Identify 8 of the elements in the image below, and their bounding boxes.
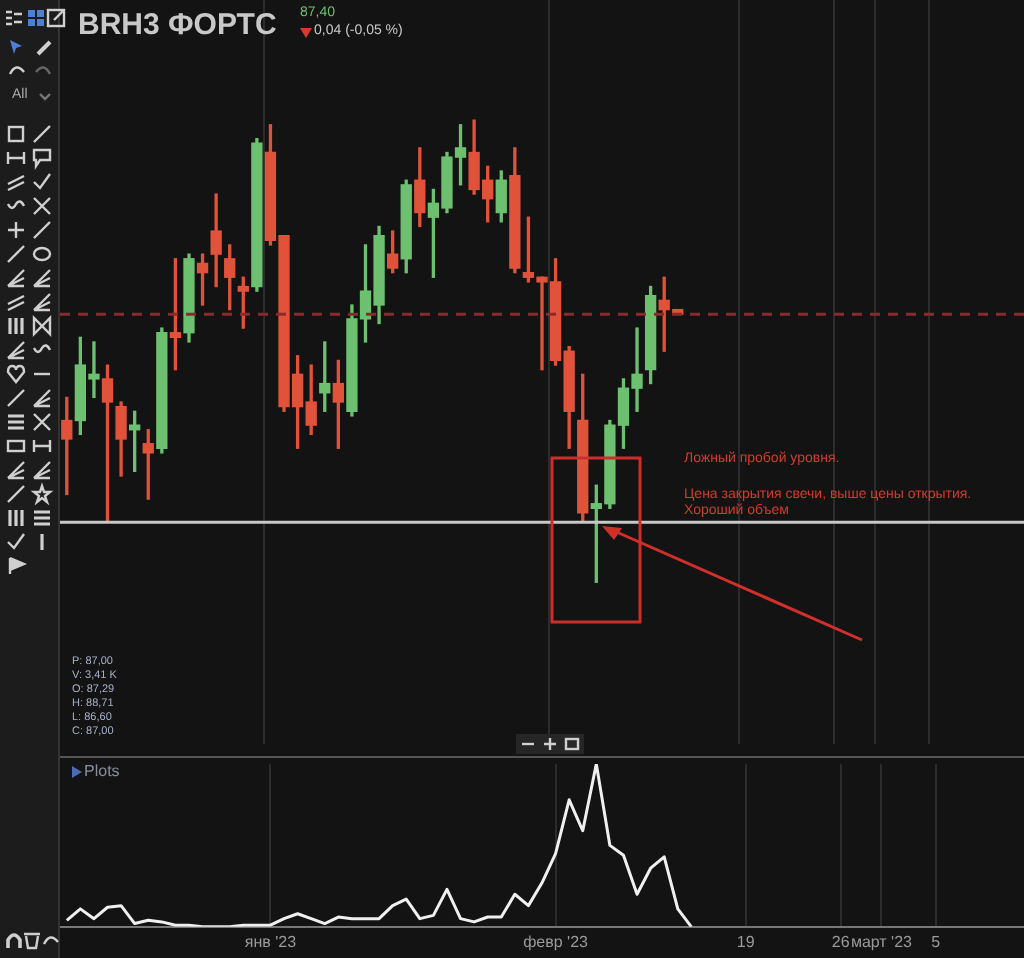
x-tick-label: 5 (931, 932, 942, 951)
x-tick-label: янв '23 (244, 932, 298, 951)
x-tick-label: 26 (831, 932, 851, 951)
x-tick-label: март '23 (850, 932, 914, 951)
chart-title: BRH3 ФОРТС (78, 8, 277, 42)
x-tick-label: 19 (736, 932, 756, 951)
x-tick-label: февр '23 (523, 932, 590, 951)
chart-title: Plots (84, 762, 120, 780)
